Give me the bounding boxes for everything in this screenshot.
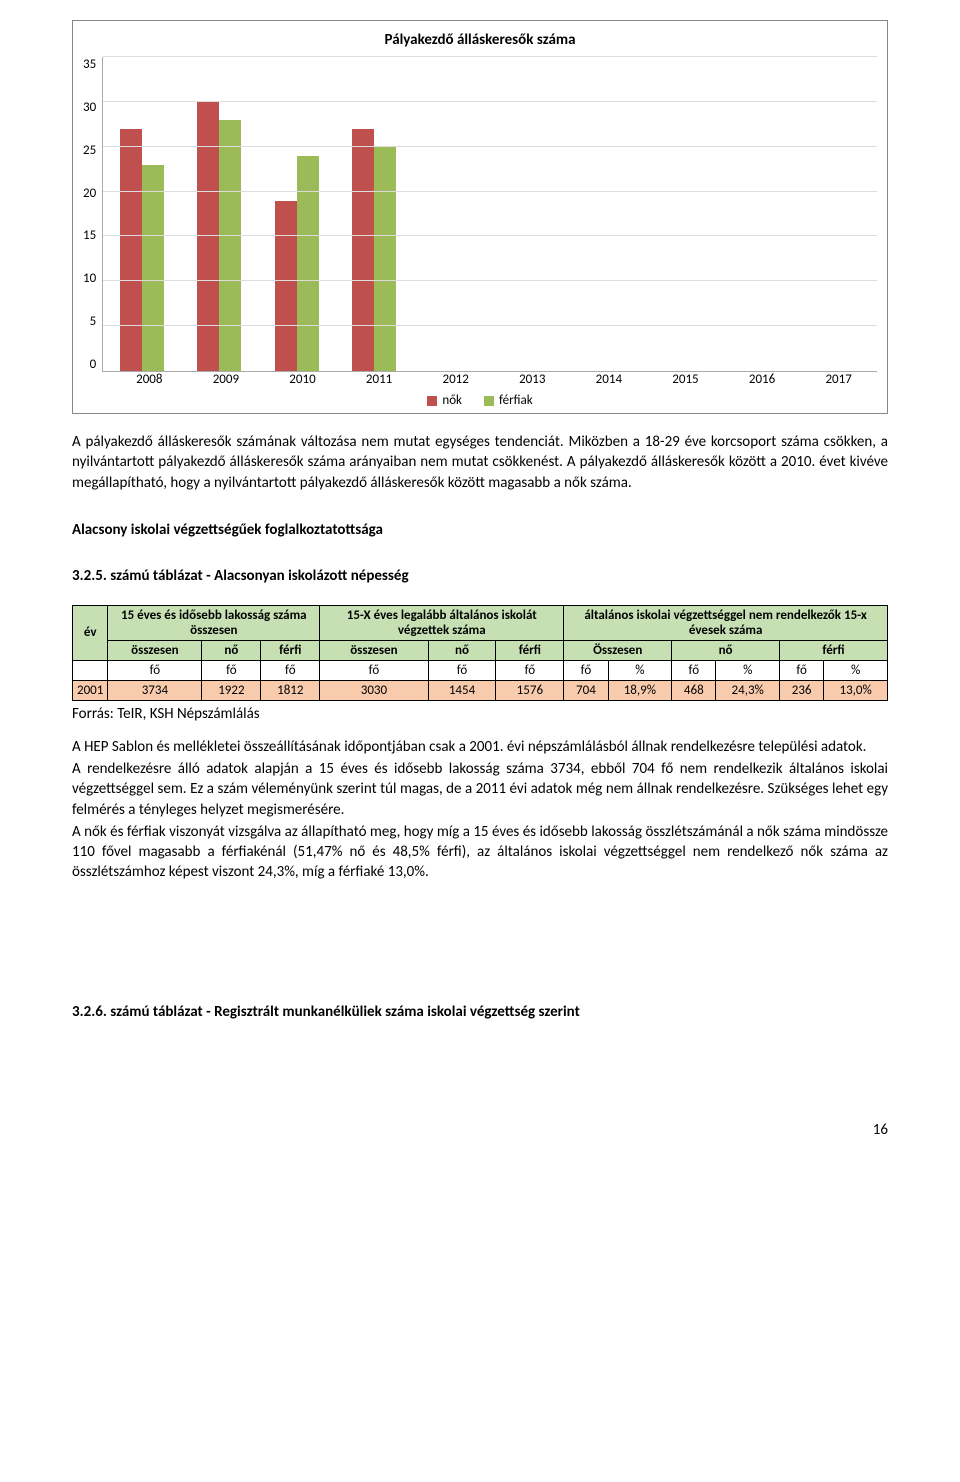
bar-group	[645, 57, 722, 371]
cell-c-ossz-pct: 18,9%	[608, 680, 672, 700]
th-c-ferfi: férfi	[780, 640, 888, 660]
x-tick-label: 2017	[800, 372, 877, 387]
y-tick-label: 35	[83, 57, 96, 72]
unit-c-no-fo: fő	[672, 660, 716, 680]
bar	[374, 147, 396, 371]
unit-b-no: fő	[428, 660, 496, 680]
chart-x-axis: 2008200920102011201220132014201520162017	[111, 372, 877, 387]
cell-a-ferfi: 1812	[261, 680, 320, 700]
unit-a-no: fő	[202, 660, 261, 680]
y-tick-label: 20	[83, 186, 96, 201]
th-group-a: 15 éves és idősebb lakosság száma összes…	[108, 605, 320, 640]
unit-b-ossz: fő	[320, 660, 428, 680]
cell-c-ferfi-pct: 13,0%	[824, 680, 888, 700]
paragraph-chart-analysis: A pályakezdő álláskeresők számának válto…	[72, 432, 888, 493]
bar-group	[181, 57, 258, 371]
cell-year: 2001	[73, 680, 108, 700]
bar	[275, 201, 297, 371]
unit-c-ferfi-pct: %	[824, 660, 888, 680]
cell-c-ossz-fo: 704	[564, 680, 608, 700]
legend-item: nők	[427, 393, 462, 408]
x-tick-label: 2016	[724, 372, 801, 387]
th-group-b: 15-X éves legalább általános iskolát vég…	[320, 605, 564, 640]
paragraph-gender-ratio: A nők és férfiak viszonyát vizsgálva az …	[72, 822, 888, 883]
th-b-no: nő	[428, 640, 496, 660]
cell-c-no-fo: 468	[672, 680, 716, 700]
cell-c-no-pct: 24,3%	[716, 680, 780, 700]
th-b-ferfi: férfi	[496, 640, 564, 660]
unit-c-ossz-fo: fő	[564, 660, 608, 680]
chart-bars	[103, 57, 877, 371]
chart-container: Pályakezdő álláskeresők száma 3530252015…	[72, 20, 888, 414]
cell-a-ossz: 3734	[108, 680, 202, 700]
paragraph-hep: A HEP Sablon és mellékletei összeállítás…	[72, 737, 888, 757]
legend-label: nők	[442, 393, 462, 408]
th-c-ossz: Összesen	[564, 640, 672, 660]
unit-c-ossz-pct: %	[608, 660, 672, 680]
bar	[297, 156, 319, 371]
unit-b-ferfi: fő	[496, 660, 564, 680]
unit-blank	[73, 660, 108, 680]
table-low-education: év 15 éves és idősebb lakosság száma öss…	[72, 605, 888, 701]
bar-group	[567, 57, 644, 371]
bar	[352, 129, 374, 371]
y-tick-label: 10	[83, 271, 96, 286]
y-tick-label: 0	[90, 357, 97, 372]
chart-legend: nők férfiak	[83, 393, 877, 408]
chart-title: Pályakezdő álláskeresők száma	[83, 31, 877, 49]
chart-plot	[102, 57, 877, 372]
bar-group	[103, 57, 180, 371]
bar-group	[335, 57, 412, 371]
bar	[120, 129, 142, 371]
x-tick-label: 2008	[111, 372, 188, 387]
x-tick-label: 2013	[494, 372, 571, 387]
unit-c-no-pct: %	[716, 660, 780, 680]
legend-swatch	[484, 396, 494, 406]
legend-swatch	[427, 396, 437, 406]
cell-c-ferfi-fo: 236	[780, 680, 824, 700]
legend-item: férfiak	[484, 393, 533, 408]
bar-group	[800, 57, 877, 371]
bar-group	[413, 57, 490, 371]
y-tick-label: 15	[83, 228, 96, 243]
bar-group	[258, 57, 335, 371]
bar-group	[490, 57, 567, 371]
th-year: év	[73, 605, 108, 660]
y-tick-label: 25	[83, 143, 96, 158]
unit-a-ferfi: fő	[261, 660, 320, 680]
section-heading-326: 3.2.6. számú táblázat - Regisztrált munk…	[72, 1003, 888, 1021]
x-tick-label: 2015	[647, 372, 724, 387]
bar-group	[722, 57, 799, 371]
x-tick-label: 2009	[188, 372, 265, 387]
cell-a-no: 1922	[202, 680, 261, 700]
x-tick-label: 2011	[341, 372, 418, 387]
chart-y-axis: 35 30 25 20 15 10 5 0	[83, 57, 102, 372]
table-title: 3.2.5. számú táblázat - Alacsonyan iskol…	[72, 567, 888, 585]
th-a-ossz: összesen	[108, 640, 202, 660]
cell-b-ferfi: 1576	[496, 680, 564, 700]
unit-c-ferfi-fo: fő	[780, 660, 824, 680]
th-group-c: általános iskolai végzettséggel nem rend…	[564, 605, 888, 640]
cell-b-ossz: 3030	[320, 680, 428, 700]
y-tick-label: 5	[90, 314, 97, 329]
cell-b-no: 1454	[428, 680, 496, 700]
x-tick-label: 2014	[571, 372, 648, 387]
unit-a-ossz: fő	[108, 660, 202, 680]
x-tick-label: 2010	[264, 372, 341, 387]
x-tick-label: 2012	[417, 372, 494, 387]
bar	[219, 120, 241, 371]
paragraph-data-3734: A rendelkezésre álló adatok alapján a 15…	[72, 759, 888, 820]
th-b-ossz: összesen	[320, 640, 428, 660]
th-a-no: nő	[202, 640, 261, 660]
th-a-ferfi: férfi	[261, 640, 320, 660]
table-source: Forrás: TeIR, KSH Népszámlálás	[72, 705, 888, 723]
legend-label: férfiak	[499, 393, 533, 408]
y-tick-label: 30	[83, 100, 96, 115]
th-c-no: nő	[672, 640, 780, 660]
bar	[142, 165, 164, 371]
section-heading-low-education: Alacsony iskolai végzettségűek foglalkoz…	[72, 521, 888, 539]
page-number: 16	[72, 1121, 888, 1139]
chart-plot-area: 35 30 25 20 15 10 5 0	[83, 57, 877, 372]
